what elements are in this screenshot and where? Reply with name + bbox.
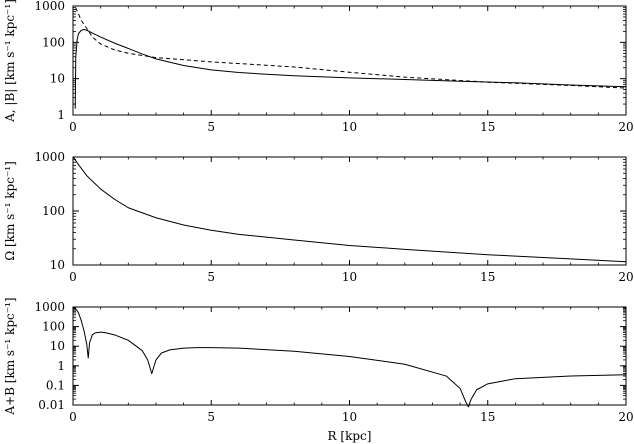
x-tick-label: 20 [618, 410, 633, 424]
y-tick-label: 1 [57, 359, 65, 373]
x-tick-label: 10 [342, 120, 357, 134]
series-line-dashed [75, 7, 627, 89]
plot-frame [72, 5, 627, 116]
y-tick-label: 10 [50, 72, 65, 86]
y-tick-label: 100 [42, 320, 65, 334]
y-tick-label: 0.01 [38, 398, 65, 412]
x-tick-label: 5 [207, 410, 215, 424]
y-tick-label: 10 [50, 339, 65, 353]
y-axis-label: A, |B| [km s⁻¹ kpc⁻¹] [3, 0, 17, 123]
series-line-solid [73, 157, 627, 263]
y-tick-label: 1000 [34, 150, 65, 164]
x-tick-label: 5 [207, 270, 215, 284]
x-tick-label: 0 [69, 410, 77, 424]
x-tick-label: 20 [618, 270, 633, 284]
x-tick-label: 10 [342, 410, 357, 424]
series-line-solid [74, 29, 627, 109]
x-tick-label: 15 [480, 120, 495, 134]
y-tick-label: 100 [42, 204, 65, 218]
y-axis-label: Ω [km s⁻¹ kpc⁻¹] [3, 161, 17, 261]
y-tick-label: 1000 [34, 300, 65, 314]
x-tick-label: 5 [207, 120, 215, 134]
series-line-solid [73, 307, 627, 408]
x-tick-label: 0 [69, 270, 77, 284]
plot-frame [72, 156, 627, 266]
x-tick-label: 0 [69, 120, 77, 134]
x-axis-label: R [kpc] [328, 429, 372, 443]
y-tick-label: 0.1 [46, 378, 65, 392]
x-tick-label: 10 [342, 270, 357, 284]
panel-a-b: 0 5 10 15 20 1 10 100 1000 A, |B| [km s⁻¹ kpc⁻¹] [3, 0, 634, 134]
y-axis-label: A+B [km s⁻¹ kpc⁻¹] [3, 297, 17, 415]
panel-omega: 0 5 10 15 20 10 100 1000 Ω [km s⁻¹ kpc⁻¹] [3, 150, 634, 284]
y-tick-label: 1 [57, 108, 65, 122]
x-tick-label: 15 [480, 410, 495, 424]
panel-a-plus-b: 0 5 10 15 20 0.01 0.1 1 10 100 1000 A+B [km s⁻¹ kpc… [3, 297, 634, 443]
x-tick-label: 15 [480, 270, 495, 284]
y-tick-label: 10 [50, 258, 65, 272]
x-tick-label: 20 [618, 120, 633, 134]
y-tick-label: 1000 [34, 0, 65, 13]
y-tick-label: 100 [42, 35, 65, 49]
